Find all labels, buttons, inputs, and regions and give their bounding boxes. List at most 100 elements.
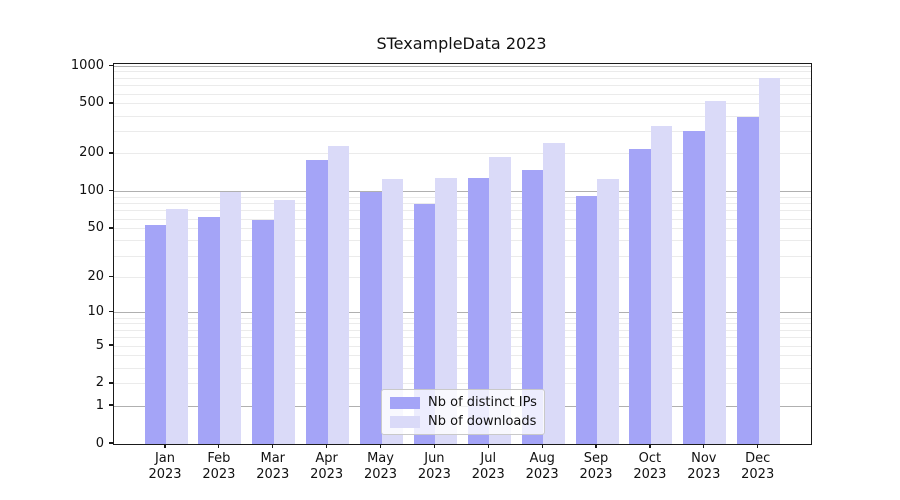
y-tick-label: 20 <box>87 268 104 284</box>
y-tick-label: 5 <box>95 337 104 353</box>
x-tick-year: 2023 <box>633 467 667 482</box>
x-tick-month: Mar <box>260 451 286 466</box>
gridline-minor <box>114 85 811 87</box>
x-tick-month: Dec <box>745 451 771 466</box>
x-tick-label: Oct 2023 <box>618 451 682 483</box>
legend-item-distinct-ips: Nb of distinct IPs <box>390 395 537 410</box>
bar-downloads-dec <box>758 78 781 444</box>
bar-downloads-jan <box>166 209 188 444</box>
x-tick-month: May <box>367 451 394 466</box>
bar-downloads-sep <box>597 179 619 444</box>
gridline-minor <box>114 228 811 230</box>
bar-downloads-jul <box>489 156 511 444</box>
x-tick-month: Sep <box>583 451 609 466</box>
x-tick-label: Jun 2023 <box>402 451 466 483</box>
bar-distinct-ips-oct <box>629 148 651 444</box>
gridline-minor <box>114 383 811 385</box>
bar-downloads-feb <box>219 191 242 444</box>
x-tick-year: 2023 <box>417 467 451 482</box>
x-tick-month: Feb <box>207 451 231 466</box>
chart-title: STexampleData 2023 <box>376 34 547 53</box>
x-tick-month: Jul <box>480 451 497 466</box>
y-tick-label: 2 <box>95 375 104 391</box>
y-tick-label: 50 <box>87 220 104 236</box>
legend-item-downloads: Nb of downloads <box>390 414 536 429</box>
gridline-minor <box>114 196 811 198</box>
x-tick-year: 2023 <box>363 467 398 482</box>
bar-distinct-ips-feb <box>198 217 220 444</box>
gridline-minor <box>114 255 811 257</box>
legend: Nb of distinct IPs Nb of downloads <box>381 389 545 435</box>
y-tick-label: 1 <box>95 397 104 413</box>
x-tick-year: 2023 <box>310 467 344 482</box>
x-tick-month: Jan <box>154 451 176 466</box>
gridline-minor <box>114 77 811 79</box>
bar-distinct-ips-mar <box>252 220 274 444</box>
x-tick-month: Oct <box>638 451 662 466</box>
gridline-minor <box>114 367 811 369</box>
bar-distinct-ips-sep <box>575 195 598 444</box>
bar-downloads-apr <box>327 145 350 444</box>
gridline-minor <box>114 93 811 95</box>
plot-area: Nb of distinct IPs Nb of downloads <box>113 63 812 445</box>
gridline-major <box>114 65 811 67</box>
x-tick-month: Nov <box>691 451 717 466</box>
gridline-minor <box>114 131 811 133</box>
x-tick-month: Aug <box>529 451 555 466</box>
x-tick-year: 2023 <box>148 467 182 482</box>
bar-distinct-ips-nov <box>683 130 705 444</box>
gridline-minor <box>114 218 811 220</box>
x-tick-label: Feb 2023 <box>187 451 251 483</box>
x-tick-year: 2023 <box>687 467 721 482</box>
x-tick-label: Nov 2023 <box>672 451 736 483</box>
bar-downloads-nov <box>704 100 727 444</box>
gridline-minor <box>114 115 811 117</box>
gridline-minor <box>114 337 811 339</box>
legend-label-distinct-ips: Nb of distinct IPs <box>428 395 537 410</box>
bars <box>114 64 811 444</box>
x-tick-label: Apr 2023 <box>295 451 359 483</box>
bar-distinct-ips-jun <box>413 203 436 444</box>
x-tick-year: 2023 <box>256 467 290 482</box>
gridline-minor <box>114 103 811 105</box>
bar-downloads-oct <box>650 125 673 444</box>
x-tick-year: 2023 <box>741 467 775 482</box>
x-tick-year: 2023 <box>471 467 505 482</box>
x-tick-label: Jul 2023 <box>456 451 520 483</box>
gridline-minor <box>114 355 811 357</box>
bar-distinct-ips-dec <box>737 116 759 444</box>
y-tick-label: 500 <box>79 95 104 111</box>
y-tick-label: 200 <box>79 145 104 161</box>
x-tick-month: Jun <box>424 451 445 466</box>
gridline-minor <box>114 345 811 347</box>
bar-downloads-jun <box>435 178 457 444</box>
gridline-minor <box>114 71 811 73</box>
x-tick-year: 2023 <box>525 467 559 482</box>
gridline-minor <box>114 210 811 212</box>
bar-distinct-ips-may <box>360 191 382 444</box>
x-tick-label: Mar 2023 <box>241 451 305 483</box>
gridline-minor <box>114 153 811 155</box>
gridline-minor <box>114 240 811 242</box>
x-tick-label: Dec 2023 <box>726 451 790 483</box>
y-tick-label: 1000 <box>70 57 104 73</box>
bar-distinct-ips-aug <box>521 169 544 444</box>
gridline-major <box>114 312 811 314</box>
bar-distinct-ips-jul <box>467 178 490 444</box>
x-tick-year: 2023 <box>579 467 613 482</box>
legend-swatch-downloads <box>390 415 420 428</box>
gridline-minor <box>114 203 811 205</box>
x-tick-label: Sep 2023 <box>564 451 628 483</box>
bar-distinct-ips-jan <box>144 224 166 444</box>
gridline-minor <box>114 276 811 278</box>
gridline-major <box>114 191 811 193</box>
bar-downloads-may <box>381 179 404 444</box>
x-tick-year: 2023 <box>202 467 236 482</box>
y-tick-label: 100 <box>79 183 104 199</box>
gridline-minor <box>114 329 811 331</box>
y-tick-label: 10 <box>87 304 104 320</box>
x-tick-month: Apr <box>315 451 338 466</box>
gridline-minor <box>114 323 811 325</box>
bar-distinct-ips-apr <box>306 160 328 444</box>
